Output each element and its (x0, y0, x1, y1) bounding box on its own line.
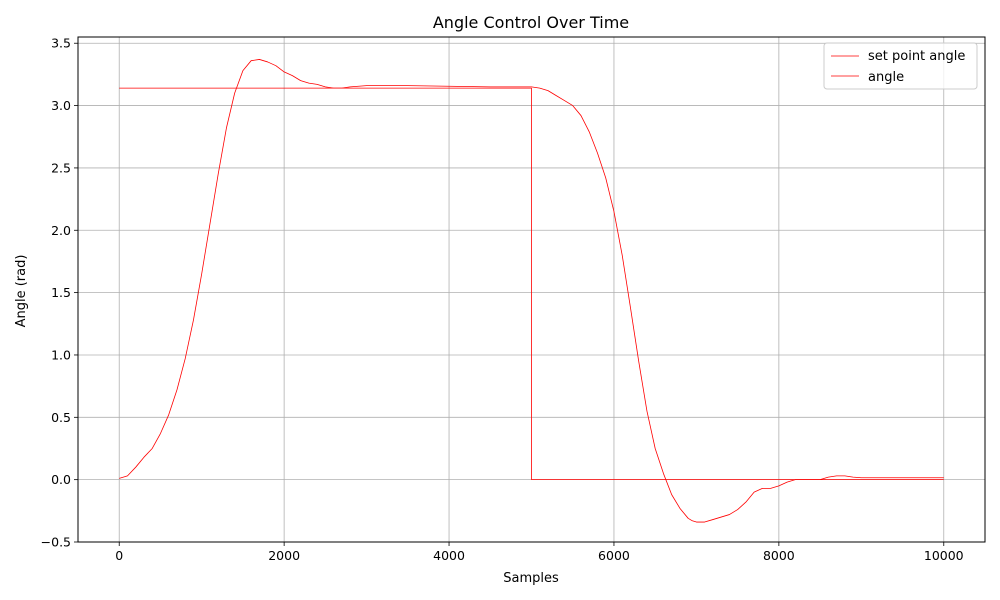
legend: set point angle angle (823, 42, 978, 90)
x-tick-label: 2000 (268, 548, 300, 563)
y-tick-label: 3.5 (51, 36, 71, 51)
y-tick-label: 1.5 (51, 285, 71, 300)
x-tick-label: 8000 (763, 548, 795, 563)
x-axis-title: Samples (503, 571, 559, 586)
legend-label-set-point-angle: set point angle (868, 49, 965, 64)
y-tick-label: 0.5 (51, 410, 71, 425)
legend-box (823, 42, 978, 90)
y-tick-label: 3.0 (51, 98, 71, 113)
x-tick-label: 0 (115, 548, 123, 563)
y-tick-label: 1.0 (51, 347, 71, 362)
y-axis-title: Angle (rad) (14, 255, 29, 328)
series-line-set-point-angle (119, 87, 944, 481)
x-tick-label: 6000 (598, 548, 630, 563)
series-layer (119, 59, 944, 523)
y-tick-label: 0.0 (51, 472, 71, 487)
y-tick-label: 2.0 (51, 223, 71, 238)
plot-frame (77, 36, 986, 543)
legend-label-angle: angle (868, 70, 904, 85)
series-line-angle (119, 59, 944, 523)
x-axis-ticks: 0 2000 4000 6000 8000 10000 (115, 542, 964, 563)
y-tick-label: 2.5 (51, 160, 71, 175)
x-tick-label: 4000 (433, 548, 465, 563)
chart-title: Angle Control Over Time (433, 13, 629, 32)
y-tick-label: −0.5 (41, 535, 71, 550)
x-tick-label: 10000 (924, 548, 964, 563)
y-axis-ticks: −0.5 0.0 0.5 1.0 1.5 2.0 2.5 3.0 3.5 (41, 36, 78, 550)
